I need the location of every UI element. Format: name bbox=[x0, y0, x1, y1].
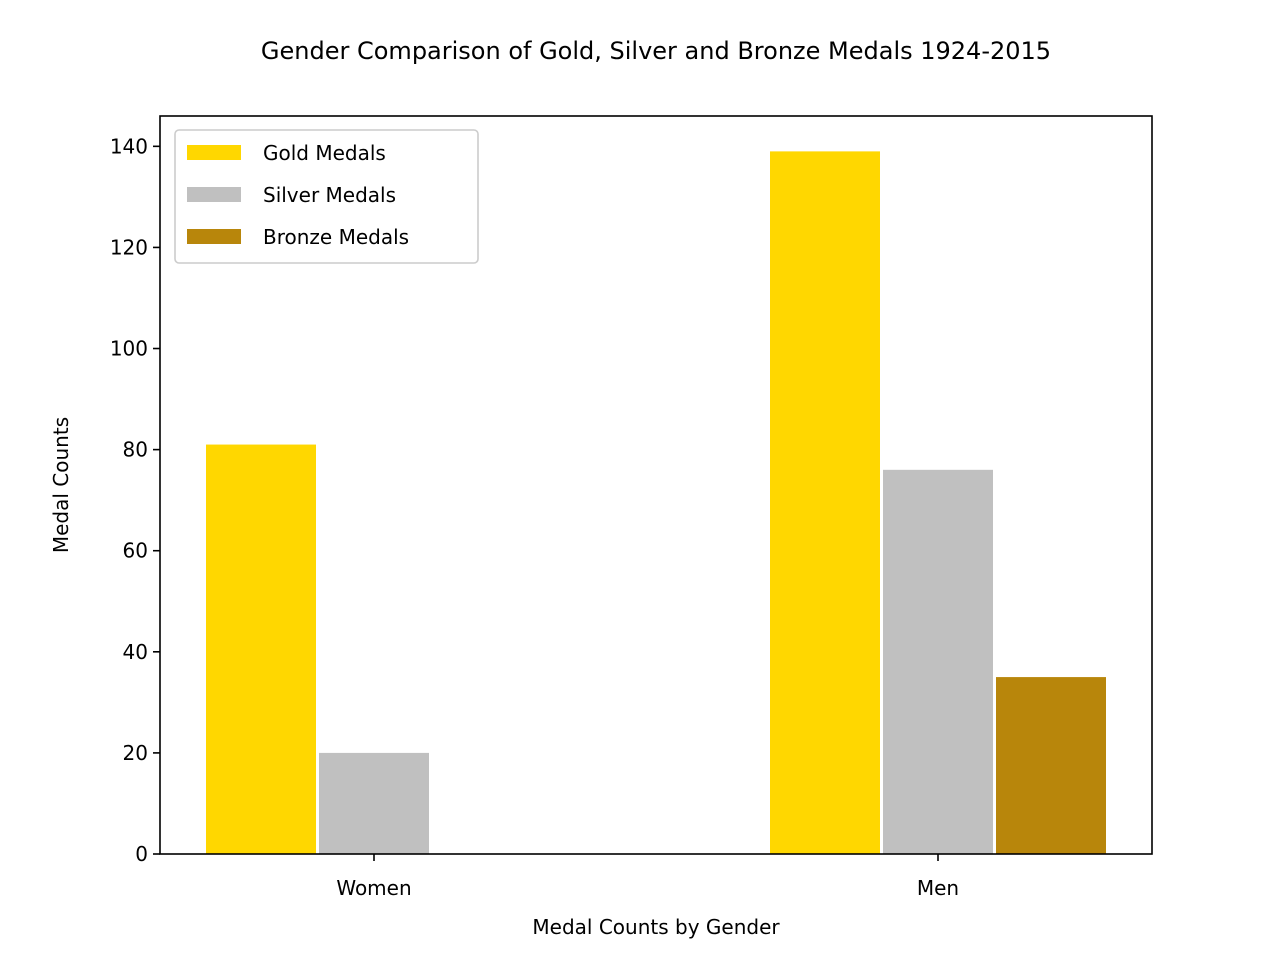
y-tick-label: 80 bbox=[123, 438, 148, 462]
bar-silver-medals-women bbox=[319, 752, 429, 854]
y-tick-label: 60 bbox=[123, 539, 148, 563]
y-tick-label: 20 bbox=[123, 741, 148, 765]
legend-label: Bronze Medals bbox=[263, 225, 409, 249]
y-tick-label: 120 bbox=[110, 235, 148, 259]
x-tick-label: Women bbox=[336, 876, 411, 900]
legend: Gold Medals Silver Medals Bronze Medals bbox=[174, 129, 479, 264]
bar-silver-medals-men bbox=[883, 469, 993, 854]
legend-swatch bbox=[187, 145, 241, 160]
bar-gold-medals-men bbox=[770, 151, 880, 855]
legend-swatch bbox=[187, 187, 241, 202]
legend-label: Gold Medals bbox=[263, 141, 386, 165]
bar-bronze-medals-men bbox=[996, 677, 1106, 854]
y-tick-label: 140 bbox=[110, 134, 148, 158]
chart-title: Gender Comparison of Gold, Silver and Br… bbox=[261, 37, 1051, 65]
legend-swatch bbox=[187, 229, 241, 244]
legend-frame bbox=[174, 129, 479, 264]
y-tick-label: 40 bbox=[123, 640, 148, 664]
x-axis-label: Medal Counts by Gender bbox=[532, 915, 780, 939]
y-axis-label: Medal Counts bbox=[49, 417, 73, 553]
plot-area-frame bbox=[159, 115, 1153, 855]
x-tick-label: Men bbox=[917, 876, 959, 900]
legend-label: Silver Medals bbox=[263, 183, 396, 207]
bar-gold-medals-women bbox=[206, 444, 316, 854]
y-tick-label: 100 bbox=[110, 337, 148, 361]
y-tick-label: 0 bbox=[135, 842, 148, 866]
